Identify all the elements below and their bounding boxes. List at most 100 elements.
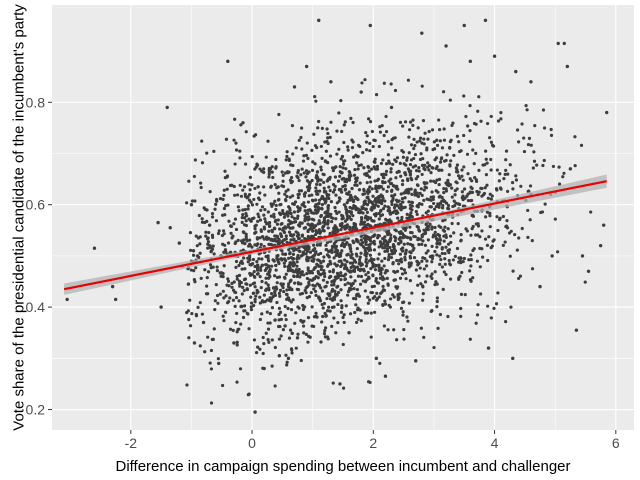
data-point <box>272 212 276 216</box>
data-point <box>517 276 521 281</box>
data-point <box>380 275 385 279</box>
data-point <box>390 249 394 254</box>
data-point <box>451 121 455 125</box>
data-point <box>317 18 321 23</box>
data-point <box>247 198 252 202</box>
data-point <box>315 170 320 174</box>
data-point <box>362 236 366 240</box>
data-point <box>368 298 372 302</box>
data-point <box>328 135 332 139</box>
data-point <box>304 64 309 69</box>
data-point <box>430 128 435 132</box>
data-point <box>351 239 355 243</box>
data-point <box>402 300 406 304</box>
data-point <box>422 166 426 171</box>
data-point <box>314 99 318 103</box>
data-point <box>248 175 253 179</box>
data-point <box>221 271 225 276</box>
data-point <box>355 161 359 165</box>
data-point <box>380 259 384 263</box>
data-point <box>371 234 375 239</box>
data-point <box>361 151 365 155</box>
data-point <box>322 224 326 228</box>
data-point <box>388 305 392 309</box>
data-point <box>262 244 266 249</box>
data-point <box>339 98 343 103</box>
data-point <box>295 287 299 291</box>
data-point <box>349 210 353 214</box>
data-point <box>495 168 499 172</box>
data-point <box>357 258 362 262</box>
data-point <box>384 162 389 166</box>
data-point <box>205 284 209 288</box>
data-point <box>391 262 395 266</box>
data-point <box>207 230 211 235</box>
data-point <box>363 311 367 315</box>
data-point <box>401 124 405 128</box>
data-point <box>296 192 300 197</box>
data-point <box>459 306 463 311</box>
data-point <box>417 169 421 173</box>
data-point <box>340 177 344 181</box>
data-point <box>244 232 248 236</box>
data-point <box>377 144 381 149</box>
data-point <box>343 180 347 184</box>
data-point <box>376 257 380 261</box>
data-point <box>274 263 278 268</box>
data-point <box>368 119 373 124</box>
data-point <box>400 232 405 236</box>
data-point <box>331 216 335 220</box>
data-point <box>296 332 300 336</box>
data-point <box>210 215 215 219</box>
data-point <box>369 335 373 339</box>
data-point <box>389 177 393 181</box>
data-point <box>381 158 385 162</box>
data-point <box>397 242 401 246</box>
data-point <box>326 136 330 140</box>
data-point <box>373 179 377 183</box>
data-point <box>332 316 336 320</box>
data-point <box>334 209 338 213</box>
data-point <box>400 272 405 276</box>
data-point <box>515 128 520 132</box>
data-point <box>555 250 560 254</box>
data-point <box>470 179 474 183</box>
data-point <box>221 197 225 201</box>
data-point <box>343 277 347 282</box>
data-point <box>542 158 546 163</box>
data-point <box>375 178 379 183</box>
data-point <box>362 200 366 204</box>
data-point <box>314 314 318 319</box>
data-point <box>340 221 344 226</box>
data-point <box>530 267 535 271</box>
data-point <box>210 247 215 251</box>
data-point <box>366 295 370 299</box>
data-point <box>285 360 289 364</box>
data-point <box>470 190 475 194</box>
data-point <box>334 227 339 231</box>
data-point <box>557 165 561 169</box>
data-point <box>396 200 400 204</box>
data-point <box>309 227 313 231</box>
data-point <box>417 242 421 247</box>
data-point <box>522 136 526 140</box>
data-point <box>325 280 329 284</box>
data-point <box>362 192 367 196</box>
data-point <box>398 276 403 280</box>
data-point <box>297 178 301 183</box>
data-point <box>287 158 291 163</box>
data-point <box>425 274 429 278</box>
data-point <box>514 69 518 74</box>
data-point <box>313 94 317 99</box>
data-point <box>381 187 385 191</box>
data-point <box>383 204 387 208</box>
y-tick-label: 0.6 <box>26 197 46 213</box>
data-point <box>460 190 464 194</box>
data-point <box>310 168 315 172</box>
data-point <box>370 258 374 262</box>
data-point <box>361 245 366 249</box>
data-point <box>266 259 271 263</box>
data-point <box>386 185 391 189</box>
data-point <box>454 166 458 170</box>
